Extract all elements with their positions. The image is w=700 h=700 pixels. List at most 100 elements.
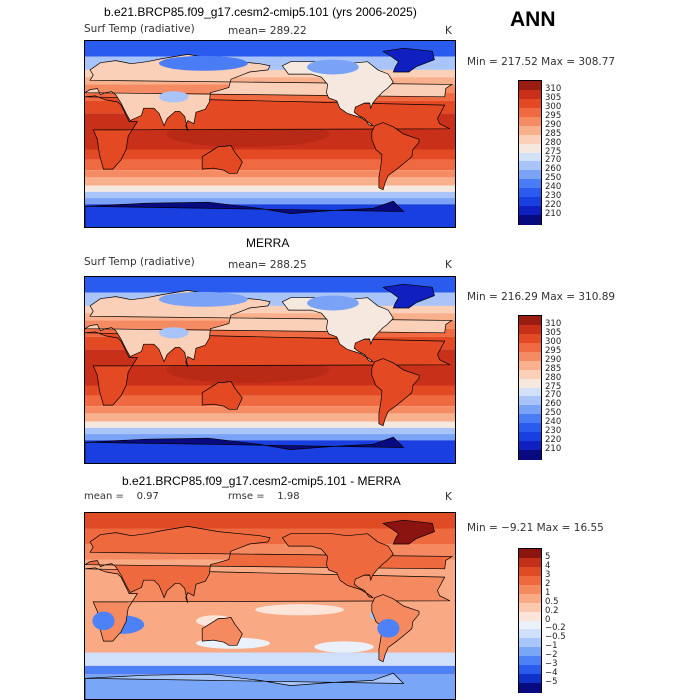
panel3-units: K [445, 491, 452, 503]
map-band [85, 385, 455, 396]
panel1-units: K [445, 25, 452, 37]
map-band [85, 665, 455, 675]
land-europe_asia [85, 290, 454, 368]
colorbar-tick-label: 270 [545, 155, 562, 166]
colorbar-segment [519, 665, 541, 675]
land-australia [201, 617, 243, 646]
map-band [85, 652, 455, 666]
panel1-variable: Surf Temp (radiative) [84, 23, 195, 35]
colorbar-tick-label: 230 [545, 426, 562, 437]
panel3-title: b.e21.BRCP85.f09_g17.cesm2-cmip5.101 - M… [122, 474, 401, 488]
colorbar-tick-label: 295 [545, 345, 562, 356]
colorbar-segment [519, 206, 541, 216]
colorbar-segment [519, 647, 541, 657]
colorbar-segment [519, 188, 541, 198]
colorbar-tick-label: 240 [545, 417, 562, 428]
colorbar-segment [519, 369, 541, 380]
map-band [85, 191, 455, 199]
colorbar-tick-label: 270 [545, 390, 562, 401]
colorbar-segment [519, 378, 541, 388]
colorbar-tick-label: 230 [545, 191, 562, 202]
land-greenland [382, 283, 435, 309]
season-label: ANN [510, 8, 556, 31]
colorbar-segment [519, 611, 541, 621]
colorbar-segment [519, 602, 541, 613]
map-band [85, 277, 455, 293]
canada-cold [307, 295, 359, 311]
land-s_america [371, 358, 420, 427]
map-band [85, 92, 455, 101]
land-greenland [382, 47, 435, 73]
map-band [85, 185, 455, 192]
colorbar-tick-label: 210 [545, 209, 562, 220]
map-band [85, 198, 455, 205]
panel1-colorbar: 310 305 300 295 290 285 280 275 270 260 250 240 230 2… [518, 80, 561, 225]
panel1-map [84, 40, 456, 228]
colorbar-segment [519, 656, 541, 666]
panel3-colorbar: 5 4 3 2 1 0.5 0.2 0 −0.2 −0.5 −1 −2 −3 −4 −5 [518, 548, 566, 693]
colorbar-segment [519, 197, 541, 207]
map-band [85, 177, 455, 186]
land-n_america [281, 61, 394, 127]
panel2-mean: mean= 288.25 [228, 259, 307, 271]
colorbar-segment [519, 351, 541, 362]
colorbar-segment [519, 414, 541, 424]
colorbar-segment [519, 143, 541, 153]
colorbar-segment [519, 125, 541, 136]
panel3-map [84, 512, 456, 700]
colorbar-tick-label: 305 [545, 92, 562, 103]
colorbar-tick-label: 0.5 [545, 596, 559, 607]
map-band [85, 413, 455, 422]
colorbar-tick-label: 0.2 [545, 605, 559, 616]
land-africa [85, 567, 451, 642]
map-band [85, 77, 455, 85]
land-africa [85, 331, 451, 406]
panel1-title: b.e21.BRCP85.f09_g17.cesm2-cmip5.101 (yr… [104, 5, 417, 19]
colorbar-segment [519, 575, 541, 586]
land-antarctica [85, 672, 405, 699]
colorbar-tick-label: −3 [545, 659, 558, 670]
colorbar-tick-label: 220 [545, 435, 562, 446]
tibet-cold [159, 91, 189, 103]
panel3-map-svg [85, 513, 455, 699]
land-greenland [382, 519, 435, 545]
colorbar-segment [519, 683, 541, 693]
colorbar-segment [519, 316, 541, 326]
colorbar-tick-label: 3 [545, 569, 551, 580]
map-band [85, 421, 455, 428]
colorbar-segment [519, 342, 541, 353]
colorbar-tick-label: 275 [545, 381, 562, 392]
colorbar-segment [519, 620, 541, 630]
colorbar-tick-label: 285 [545, 363, 562, 374]
panel2-minmax: Min = 216.29 Max = 310.89 [467, 291, 616, 303]
map-band [85, 305, 455, 314]
tibet-cold [159, 327, 189, 339]
colorbar-segment [519, 584, 541, 595]
land-n_america [281, 533, 394, 599]
canada-cold [307, 59, 359, 75]
colorbar-segment [519, 98, 541, 109]
colorbar-tick-label: 250 [545, 408, 562, 419]
colorbar-tick-label: −5 [545, 677, 558, 688]
panel2-title: MERRA [246, 236, 290, 250]
samerica-cold-anomaly [377, 619, 400, 638]
colorbar-tick-label: 305 [545, 327, 562, 338]
land-europe_asia [85, 526, 454, 604]
colorbar-segment [519, 629, 541, 639]
colorbar-tick-label: 285 [545, 128, 562, 139]
map-band [85, 395, 455, 407]
colorbar-tick-label: 210 [545, 444, 562, 455]
colorbar-tick-label: 275 [545, 146, 562, 157]
colorbar-segment [519, 152, 541, 162]
colorbar-tick-label: −4 [545, 668, 558, 679]
siberia-cold [159, 291, 248, 307]
colorbar-tick-label: 280 [545, 137, 562, 148]
map-band [85, 170, 455, 178]
colorbar-segment [519, 89, 541, 100]
map-band [85, 159, 455, 171]
colorbar-tick-label: 250 [545, 173, 562, 184]
colorbar-segment [519, 674, 541, 684]
land-s_america [371, 122, 420, 191]
colorbar-segment [519, 405, 541, 415]
colorbar-tick-label: −1 [545, 641, 558, 652]
